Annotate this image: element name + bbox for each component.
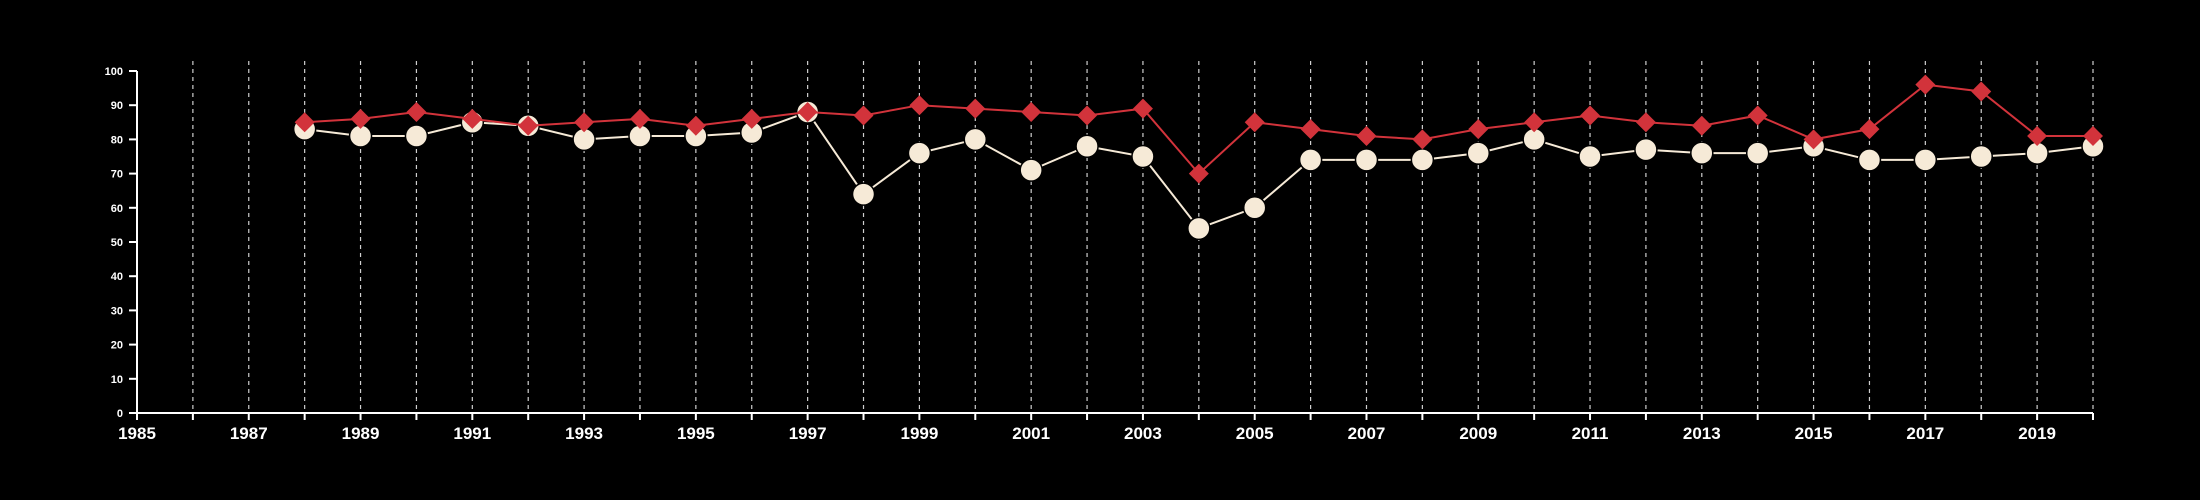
data-point-diamond bbox=[629, 108, 650, 129]
data-point-circle bbox=[851, 182, 876, 206]
x-axis-ticks: 1985 1987 1989 1991 1993 1995 1997 1999 2001 2003… bbox=[118, 413, 2094, 443]
data-point-diamond bbox=[1524, 112, 1545, 133]
y-tick-label: 0 bbox=[117, 408, 123, 420]
x-tick-label: 2003 bbox=[1124, 424, 1162, 443]
series bbox=[292, 74, 2105, 241]
data-point-circle bbox=[1187, 216, 1211, 241]
x-tick-label: 1999 bbox=[900, 424, 938, 443]
data-point-circle bbox=[963, 127, 988, 152]
data-point-circle bbox=[907, 141, 932, 165]
x-tick-label: 2019 bbox=[2018, 424, 2056, 443]
data-point-diamond bbox=[1300, 119, 1321, 140]
data-point-diamond bbox=[1021, 102, 1042, 123]
series-diamond bbox=[294, 74, 2103, 184]
data-point-diamond bbox=[797, 102, 818, 123]
x-tick-label: 1987 bbox=[230, 424, 268, 443]
data-point-diamond bbox=[1580, 105, 1601, 126]
data-point-diamond bbox=[853, 105, 874, 126]
x-tick-label: 1995 bbox=[677, 424, 715, 443]
data-point-circle bbox=[1466, 141, 1491, 165]
data-point-circle bbox=[1410, 148, 1435, 172]
data-point-diamond bbox=[1132, 98, 1153, 119]
x-tick-label: 2011 bbox=[1572, 424, 1609, 443]
data-point-diamond bbox=[741, 108, 762, 129]
x-tick-label: 2013 bbox=[1683, 424, 1721, 443]
data-point-diamond bbox=[1356, 125, 1377, 146]
data-point-circle bbox=[1019, 158, 1043, 182]
data-point-diamond bbox=[1188, 163, 1209, 184]
x-tick-label: 1991 bbox=[453, 424, 491, 443]
y-tick-label: 60 bbox=[111, 203, 123, 215]
x-tick-label: 1997 bbox=[789, 424, 827, 443]
y-tick-label: 90 bbox=[111, 100, 123, 112]
data-point-diamond bbox=[462, 108, 483, 129]
data-point-diamond bbox=[1077, 105, 1098, 126]
data-point-circle bbox=[1242, 196, 1267, 220]
y-tick-label: 30 bbox=[111, 305, 123, 317]
x-tick-label: 1989 bbox=[342, 424, 380, 443]
x-tick-label: 1993 bbox=[565, 424, 603, 443]
x-tick-label: 2015 bbox=[1795, 424, 1833, 443]
y-axis-ticks: 0 10 20 30 40 50 60 70 80 90 100 bbox=[105, 66, 137, 420]
data-point-circle bbox=[1578, 144, 1602, 169]
y-tick-label: 10 bbox=[111, 374, 123, 386]
y-tick-label: 20 bbox=[111, 340, 123, 352]
data-point-circle bbox=[1913, 148, 1938, 172]
data-point-diamond bbox=[350, 108, 371, 129]
data-point-diamond bbox=[1691, 115, 1712, 136]
data-point-diamond bbox=[406, 102, 427, 123]
data-point-circle bbox=[404, 124, 429, 148]
data-point-circle bbox=[1745, 141, 1770, 165]
data-point-diamond bbox=[1747, 105, 1768, 126]
x-tick-label: 2009 bbox=[1459, 424, 1497, 443]
y-tick-label: 40 bbox=[111, 271, 123, 283]
data-point-diamond bbox=[1803, 129, 1824, 150]
data-point-diamond bbox=[518, 115, 539, 136]
data-point-diamond bbox=[1244, 112, 1265, 133]
data-point-diamond bbox=[1859, 119, 1880, 140]
data-point-circle bbox=[1354, 148, 1379, 172]
x-tick-label: 2017 bbox=[1906, 424, 1944, 443]
data-point-diamond bbox=[965, 98, 986, 119]
data-point-circle bbox=[1131, 144, 1155, 169]
y-tick-label: 80 bbox=[111, 134, 123, 146]
data-point-circle bbox=[1634, 137, 1658, 162]
data-point-circle bbox=[1690, 141, 1714, 165]
data-point-diamond bbox=[574, 112, 595, 133]
data-point-diamond bbox=[1971, 81, 1992, 102]
y-tick-label: 100 bbox=[105, 66, 123, 78]
data-point-circle bbox=[1298, 148, 1323, 172]
data-point-diamond bbox=[294, 112, 315, 133]
data-point-diamond bbox=[1412, 129, 1433, 150]
y-tick-label: 70 bbox=[111, 169, 123, 181]
data-point-diamond bbox=[2083, 125, 2103, 146]
data-point-circle bbox=[1969, 144, 1993, 169]
x-tick-label: 2005 bbox=[1236, 424, 1274, 443]
data-point-diamond bbox=[2027, 125, 2048, 146]
x-tick-label: 2001 bbox=[1012, 424, 1050, 443]
data-point-diamond bbox=[1915, 74, 1936, 95]
data-point-diamond bbox=[685, 115, 706, 136]
data-point-diamond bbox=[909, 95, 930, 116]
data-point-circle bbox=[1075, 134, 1099, 158]
data-point-diamond bbox=[1635, 112, 1656, 133]
data-point-diamond bbox=[1468, 119, 1489, 140]
x-tick-label: 1985 bbox=[118, 424, 156, 443]
y-tick-label: 50 bbox=[111, 237, 123, 249]
x-tick-label: 2007 bbox=[1348, 424, 1386, 443]
data-point-circle bbox=[1857, 148, 1882, 172]
